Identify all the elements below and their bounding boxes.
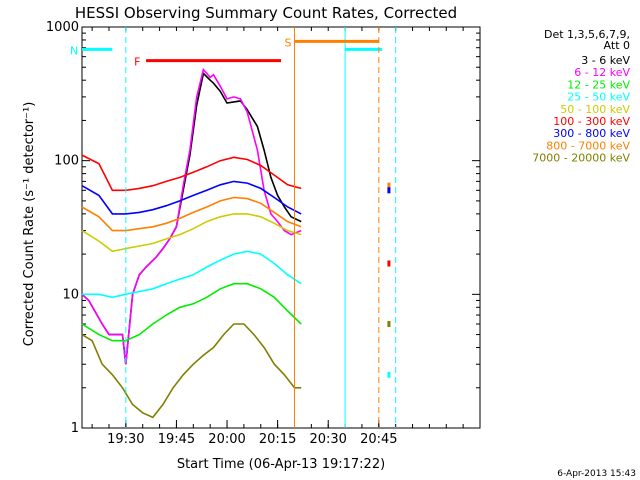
- late-point: [387, 371, 391, 378]
- series-line-3: [82, 250, 302, 299]
- y-tick-label: 10: [62, 287, 79, 302]
- x-tick-label: 20:45: [360, 432, 397, 447]
- x-tick-label: 20:30: [309, 432, 346, 447]
- flag-label-F: F: [134, 56, 140, 69]
- flag-label-S: S: [284, 36, 291, 49]
- footer-timestamp: 6-Apr-2013 15:43: [557, 469, 636, 479]
- legend-header: Det 1,3,5,6,7,9,: [544, 28, 630, 41]
- legend-entry-6: 300 - 800 keV: [553, 127, 630, 140]
- flag-label-N: N: [70, 44, 78, 57]
- legend-entry-1: 6 - 12 keV: [574, 66, 630, 79]
- legend-entry-2: 12 - 25 keV: [567, 78, 630, 91]
- late-point: [387, 187, 391, 194]
- x-tick-label: 19:45: [158, 432, 195, 447]
- y-tick-label: 1: [71, 421, 79, 436]
- series-line-7: [81, 196, 302, 232]
- series-line-5: [81, 154, 302, 192]
- y-tick-label: 1000: [46, 20, 79, 35]
- legend-header: Att 0: [604, 39, 630, 52]
- series-line-4: [81, 213, 302, 253]
- legend-entry-8: 7000 - 20000 keV: [532, 152, 630, 165]
- late-point: [387, 320, 391, 327]
- series-line-6: [81, 180, 302, 215]
- x-tick-label: 19:30: [107, 432, 144, 447]
- series-line-8: [81, 323, 302, 419]
- legend-entry-7: 800 - 7000 keV: [546, 139, 630, 152]
- y-tick-label: 100: [54, 154, 79, 169]
- legend-entry-5: 100 - 300 keV: [553, 115, 630, 128]
- y-axis-label: Corrected Count Rate (s⁻¹ detector⁻¹): [22, 102, 37, 347]
- chart-title: HESSI Observing Summary Count Rates, Cor…: [75, 4, 457, 22]
- x-axis-label: Start Time (06-Apr-13 19:17:22): [177, 457, 385, 472]
- legend-entry-3: 25 - 50 keV: [567, 91, 630, 104]
- plot-area: 1 10 100 1000 19:30 19:45 20:00 20:15 20:30 20:45…: [46, 20, 481, 447]
- series-line-0: [81, 71, 302, 365]
- series-line-1: [81, 67, 302, 365]
- x-tick-label: 20:00: [208, 432, 245, 447]
- legend-entry-4: 50 - 100 keV: [560, 103, 630, 116]
- legend-entry-0: 3 - 6 keV: [581, 54, 630, 67]
- series-line-2: [81, 282, 302, 342]
- x-tick-label: 20:15: [259, 432, 296, 447]
- plot-frame: [81, 26, 481, 429]
- late-point: [387, 260, 391, 267]
- late-point: [387, 182, 391, 189]
